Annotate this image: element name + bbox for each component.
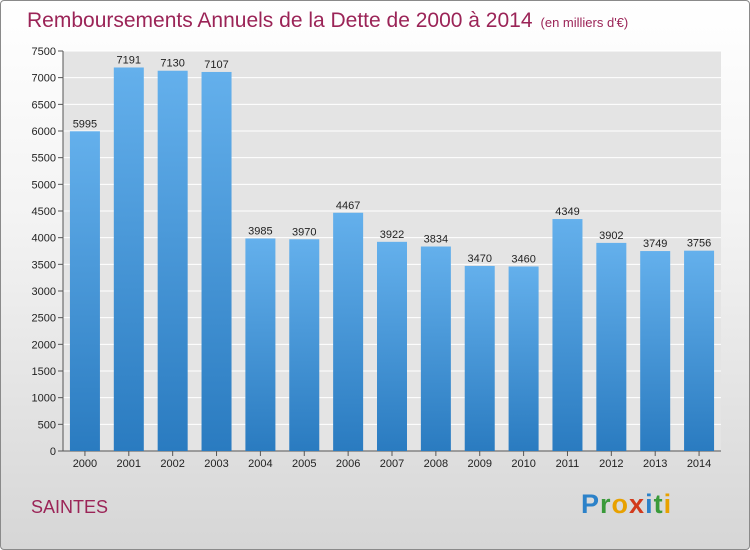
city-name: SAINTES [31, 497, 109, 517]
x-tick-label: 2001 [117, 458, 141, 470]
chart-subtitle: (en milliers d'€) [540, 15, 629, 30]
y-tick-label: 1500 [32, 366, 56, 378]
chart-title: Remboursements Annuels de la Dette de 20… [27, 9, 628, 33]
y-tick-label: 2000 [32, 339, 56, 351]
x-tick-label: 2003 [204, 458, 228, 470]
bar-value-label: 3922 [380, 229, 404, 241]
x-tick-label: 2010 [511, 458, 535, 470]
y-tick-label: 4500 [32, 206, 56, 218]
x-tick-label: 2000 [73, 458, 97, 470]
bar [157, 70, 188, 451]
x-tick-label: 2013 [643, 458, 667, 470]
bar [464, 265, 495, 451]
bar-value-label: 3985 [248, 225, 272, 237]
bar-value-label: 4349 [555, 206, 579, 218]
bar [596, 242, 627, 451]
x-tick-label: 2002 [160, 458, 184, 470]
bar [113, 67, 144, 451]
bar [69, 131, 100, 451]
logo-letter: r [600, 489, 612, 519]
y-tick-label: 5000 [32, 179, 56, 191]
y-tick-label: 6000 [32, 126, 56, 138]
bar-value-label: 3970 [292, 226, 316, 238]
y-tick-label: 4000 [32, 233, 56, 245]
x-tick-label: 2006 [336, 458, 360, 470]
proxiti-logo: Proxiti [581, 489, 672, 520]
bar [684, 250, 715, 451]
chart-title-text: Remboursements Annuels de la Dette de 20… [27, 9, 533, 32]
bar-value-label: 3749 [643, 238, 667, 250]
y-tick-label: 3500 [32, 259, 56, 271]
y-tick-label: 0 [50, 446, 56, 458]
y-tick-label: 3000 [32, 286, 56, 298]
y-tick-label: 5500 [32, 153, 56, 165]
logo-letter: o [611, 489, 630, 519]
x-tick-label: 2011 [556, 458, 580, 470]
y-tick-label: 6500 [32, 99, 56, 111]
bar [333, 212, 364, 451]
y-tick-label: 500 [38, 419, 56, 431]
bar-value-label: 4467 [336, 200, 360, 212]
x-tick-label: 2014 [687, 458, 711, 470]
x-tick-label: 2004 [248, 458, 272, 470]
bar [289, 239, 320, 451]
x-tick-label: 2007 [380, 458, 404, 470]
x-tick-label: 2009 [467, 458, 491, 470]
x-tick-label: 2008 [424, 458, 448, 470]
logo-letter: x [629, 489, 646, 519]
bar [201, 71, 232, 452]
y-tick-label: 1000 [32, 393, 56, 405]
y-tick-label: 2500 [32, 313, 56, 325]
bar-value-label: 3902 [599, 230, 623, 242]
bar [508, 266, 539, 451]
bar-value-label: 7191 [117, 54, 141, 66]
bar [245, 238, 276, 451]
bar-value-label: 5995 [73, 118, 97, 130]
bar-value-label: 3460 [511, 253, 535, 265]
bar [420, 246, 451, 451]
bar-value-label: 3470 [467, 253, 491, 265]
logo-letter: t [653, 489, 664, 519]
logo-letter: i [663, 489, 673, 519]
bar-value-label: 7130 [160, 58, 184, 70]
y-tick-label: 7500 [32, 46, 56, 58]
x-tick-label: 2012 [599, 458, 623, 470]
y-tick-label: 7000 [32, 73, 56, 85]
logo-letter: P [581, 489, 601, 519]
bar-value-label: 3756 [687, 238, 711, 250]
bar [377, 241, 407, 451]
bar-value-label: 7107 [204, 59, 228, 71]
bar [640, 251, 671, 451]
bar [552, 219, 583, 451]
logo-letter: i [645, 489, 654, 519]
x-tick-label: 2005 [292, 458, 316, 470]
bar-value-label: 3834 [424, 234, 448, 246]
